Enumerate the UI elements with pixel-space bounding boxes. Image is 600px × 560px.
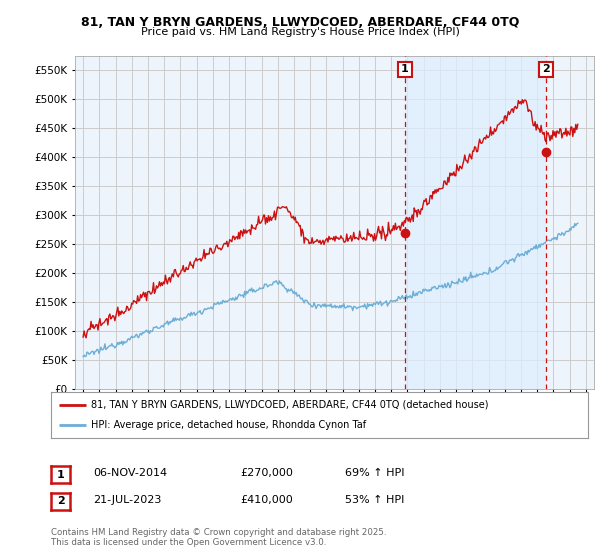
Text: HPI: Average price, detached house, Rhondda Cynon Taf: HPI: Average price, detached house, Rhon… bbox=[91, 420, 367, 430]
Text: 21-JUL-2023: 21-JUL-2023 bbox=[93, 494, 161, 505]
Text: £270,000: £270,000 bbox=[240, 468, 293, 478]
Text: 2: 2 bbox=[542, 64, 550, 74]
Text: 06-NOV-2014: 06-NOV-2014 bbox=[93, 468, 167, 478]
Text: 81, TAN Y BRYN GARDENS, LLWYDCOED, ABERDARE, CF44 0TQ: 81, TAN Y BRYN GARDENS, LLWYDCOED, ABERD… bbox=[81, 16, 519, 29]
Text: 53% ↑ HPI: 53% ↑ HPI bbox=[345, 494, 404, 505]
Text: Contains HM Land Registry data © Crown copyright and database right 2025.
This d: Contains HM Land Registry data © Crown c… bbox=[51, 528, 386, 547]
Text: 1: 1 bbox=[401, 64, 409, 74]
Text: 2: 2 bbox=[57, 496, 64, 506]
Text: 1: 1 bbox=[57, 470, 64, 480]
Text: 81, TAN Y BRYN GARDENS, LLWYDCOED, ABERDARE, CF44 0TQ (detached house): 81, TAN Y BRYN GARDENS, LLWYDCOED, ABERD… bbox=[91, 400, 489, 410]
Text: 69% ↑ HPI: 69% ↑ HPI bbox=[345, 468, 404, 478]
Bar bbox=[405, 56, 546, 389]
Text: Price paid vs. HM Land Registry's House Price Index (HPI): Price paid vs. HM Land Registry's House … bbox=[140, 27, 460, 37]
Text: £410,000: £410,000 bbox=[240, 494, 293, 505]
